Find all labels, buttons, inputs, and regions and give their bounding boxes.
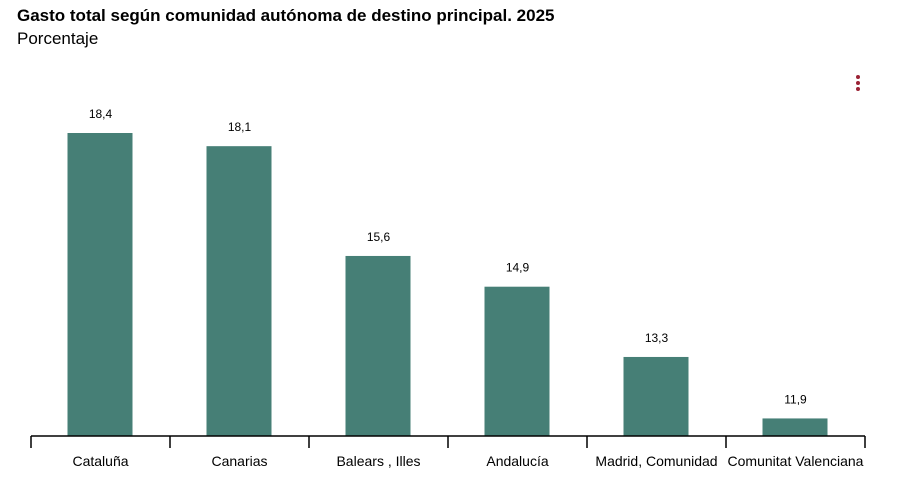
bar	[484, 286, 550, 436]
data-label: 11,9	[784, 392, 807, 406]
x-tick-label: Canarias	[211, 453, 267, 469]
data-label: 13,3	[645, 331, 669, 345]
chart-subtitle: Porcentaje	[17, 29, 99, 48]
bar	[345, 255, 411, 436]
x-tick-label: Andalucía	[486, 453, 548, 469]
x-tick-label: Madrid, Comunidad	[595, 453, 717, 469]
data-label: 14,9	[506, 261, 530, 275]
bar	[762, 418, 828, 436]
x-tick-label: Comunitat Valenciana	[728, 453, 864, 469]
chart-title: Gasto total según comunidad autónoma de …	[17, 6, 555, 25]
bar	[623, 356, 689, 436]
bar	[206, 146, 272, 436]
data-label: 18,1	[228, 120, 252, 134]
data-label: 18,4	[89, 107, 113, 121]
x-tick-label: Balears , Illes	[336, 453, 420, 469]
bar	[67, 133, 133, 436]
data-label: 15,6	[367, 230, 391, 244]
x-tick-label: Cataluña	[72, 453, 128, 469]
vertical-ellipsis-icon[interactable]	[853, 75, 863, 95]
